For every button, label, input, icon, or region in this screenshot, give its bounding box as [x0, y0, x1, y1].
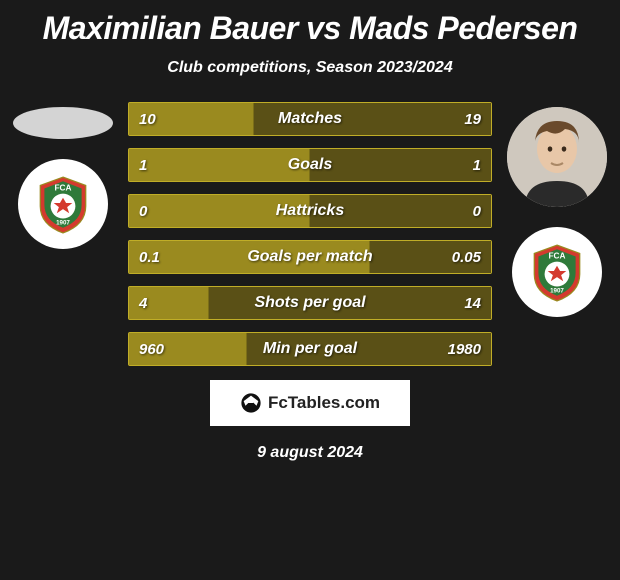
- stat-label: Goals: [129, 156, 491, 174]
- svg-text:1907: 1907: [550, 288, 564, 295]
- page-subtitle: Club competitions, Season 2023/2024: [0, 59, 620, 77]
- club-badge-right: FCA 1907: [512, 227, 602, 317]
- stat-label: Matches: [129, 110, 491, 128]
- person-icon: [507, 107, 607, 207]
- player-avatar-right: [507, 107, 607, 207]
- soccer-ball-icon: [240, 392, 262, 414]
- footer-site-text: FcTables.com: [268, 393, 380, 413]
- club-badge-left: FCA 1907: [18, 159, 108, 249]
- stat-label: Hattricks: [129, 202, 491, 220]
- stat-bars: 1019Matches 11Goals 00Hattricks 0.10.05Goal…: [118, 102, 502, 366]
- comparison-content: FCA 1907 1019Matches 11Goals 00Hattricks 0.…: [0, 102, 620, 366]
- svg-text:FCA: FCA: [55, 184, 72, 193]
- stat-label: Min per goal: [129, 340, 491, 358]
- svg-text:FCA: FCA: [549, 252, 566, 261]
- stat-bar: 00Hattricks: [128, 194, 492, 228]
- page-title: Maximilian Bauer vs Mads Pedersen: [0, 0, 620, 47]
- fca-crest-icon: FCA 1907: [32, 173, 94, 235]
- stat-label: Shots per goal: [129, 294, 491, 312]
- stat-bar: 414Shots per goal: [128, 286, 492, 320]
- stat-bar: 1019Matches: [128, 102, 492, 136]
- left-side: FCA 1907: [8, 102, 118, 366]
- svg-text:1907: 1907: [56, 220, 70, 227]
- fca-crest-icon: FCA 1907: [526, 241, 588, 303]
- stat-bar: 0.10.05Goals per match: [128, 240, 492, 274]
- footer-date: 9 august 2024: [0, 444, 620, 462]
- right-side: FCA 1907: [502, 102, 612, 366]
- stat-bar: 9601980Min per goal: [128, 332, 492, 366]
- stat-label: Goals per match: [129, 248, 491, 266]
- stat-bar: 11Goals: [128, 148, 492, 182]
- player-avatar-left: [13, 107, 113, 139]
- footer-site-badge: FcTables.com: [210, 380, 410, 426]
